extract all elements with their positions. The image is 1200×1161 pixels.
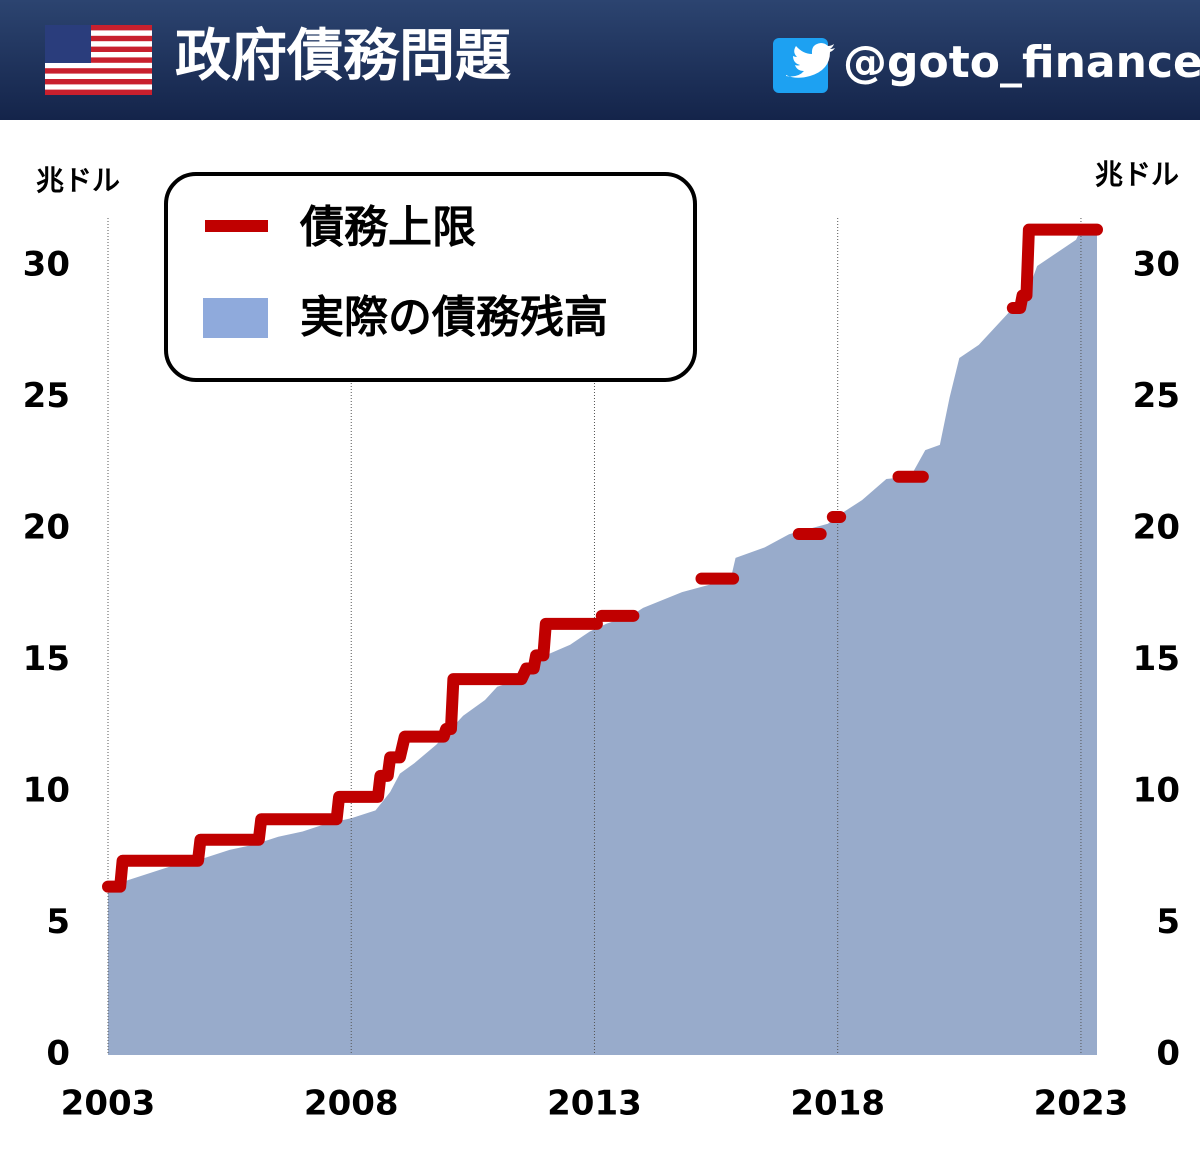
y-tick-label: 10 [23, 771, 70, 811]
legend-label: 債務上限 [299, 202, 476, 253]
header-bar [0, 0, 1200, 120]
x-tick-label: 2018 [790, 1084, 885, 1124]
y-unit-right: 兆ドル [1095, 158, 1179, 191]
legend-swatch [203, 298, 268, 338]
x-tick-label: 2013 [547, 1084, 642, 1124]
y2-tick-label: 5 [1156, 902, 1180, 942]
y-tick-label: 30 [23, 245, 70, 285]
y-tick-label: 15 [23, 639, 70, 679]
debt-area [108, 229, 1097, 1055]
y-tick-label: 0 [46, 1034, 70, 1074]
y-tick-label: 5 [46, 902, 70, 942]
twitter-bird [786, 43, 835, 78]
x-tick-label: 2023 [1034, 1084, 1129, 1124]
ceiling-line [102, 223, 1103, 893]
legend: 債務上限 実際の債務残高 [164, 172, 697, 382]
y2-tick-label: 0 [1156, 1034, 1180, 1074]
legend-label: 実際の債務残高 [300, 292, 608, 343]
y2-tick-label: 30 [1133, 245, 1180, 285]
x-tick-label: 2003 [61, 1084, 156, 1124]
handle: @goto_finance [843, 37, 1200, 88]
y2-tick-label: 20 [1133, 508, 1180, 548]
page-title: 政府債務問題 [175, 24, 511, 89]
y2-tick-label: 25 [1133, 376, 1180, 416]
y-tick-label: 25 [23, 376, 70, 416]
plot: 2003 2008 2013 2018 2023 0 0 5 5 10 10 15 15 20 20 25 25… [23, 218, 1180, 1124]
y2-tick-label: 10 [1133, 771, 1180, 811]
y-tick-label: 20 [23, 508, 70, 548]
flag [45, 25, 152, 95]
y-unit-left: 兆ドル [36, 164, 120, 197]
x-tick-label: 2008 [304, 1084, 399, 1124]
y2-tick-label: 15 [1133, 639, 1180, 679]
